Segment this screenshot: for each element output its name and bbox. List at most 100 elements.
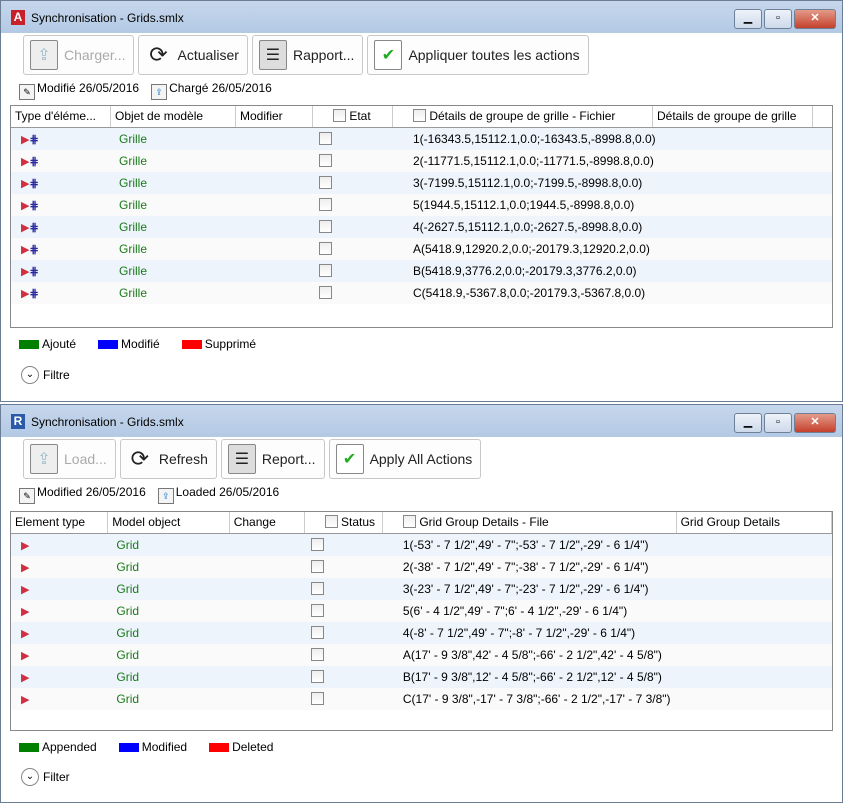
element-type-cell: ▶⋕	[11, 242, 111, 256]
minimize-button[interactable]: ▁	[734, 9, 762, 29]
load-button[interactable]: ⇪ Load...	[23, 439, 116, 479]
legend-label: Ajouté	[42, 337, 77, 351]
details-select-all-checkbox[interactable]	[413, 109, 426, 122]
filter-toggle[interactable]: ⌄ Filtre	[21, 366, 70, 384]
grid-icon: ⋕	[29, 288, 39, 300]
status-checkbox[interactable]	[319, 198, 332, 211]
table-row[interactable]: ▶ Grid A(17' - 9 3/8",42' - 4 5/8";-66' - …	[11, 644, 832, 666]
status-checkbox[interactable]	[310, 692, 324, 705]
status-checkbox[interactable]	[319, 264, 332, 277]
flag-icon: ▶	[21, 288, 30, 300]
title-bar[interactable]: R Synchronisation - Grids.smlx ▁ ▫ ✕	[1, 405, 842, 437]
table-row[interactable]: ▶ Grid 5(6' - 4 1/2",49' - 7";6' - 4 1/2",…	[11, 600, 832, 622]
legend-swatch	[181, 339, 202, 349]
details-file-cell: 5(1944.5,15112.1,0.0;1944.5,-8998.8,0.0)	[413, 198, 635, 212]
maximize-button[interactable]: ▫	[764, 413, 792, 433]
chevron-down-icon[interactable]: ⌄	[21, 768, 39, 786]
status-checkbox[interactable]	[310, 560, 324, 573]
col-element-type[interactable]: Type d'éléme...	[11, 106, 111, 127]
chevron-down-icon[interactable]: ⌄	[21, 366, 39, 384]
col-details[interactable]: Détails de groupe de grille	[653, 106, 813, 127]
table-row[interactable]: ▶⋕ Grille 4(-2627.5,15112.1,0.0;-2627.5,-8…	[11, 216, 832, 238]
refresh-button[interactable]: ⟳ Refresh	[119, 439, 217, 479]
table-row[interactable]: ▶ Grid 2(-38' - 7 1/2",49' - 7";-38' - 7 1…	[11, 556, 832, 578]
col-element-type[interactable]: Element type	[11, 512, 109, 533]
status-checkbox[interactable]	[319, 154, 332, 167]
table-row[interactable]: ▶⋕ Grille 1(-16343.5,15112.1,0.0;-16343.5,…	[11, 128, 832, 150]
apply-label: Apply All Actions	[369, 451, 473, 467]
col-change[interactable]: Change	[230, 512, 305, 533]
loaded-text: Loaded 26/05/2016	[175, 485, 280, 499]
table-row[interactable]: ▶⋕ Grille 5(1944.5,15112.1,0.0;1944.5,-899…	[11, 194, 832, 216]
col-status[interactable]: Status	[305, 512, 383, 533]
refresh-icon: ⟳	[149, 42, 168, 67]
flag-icon: ▶	[21, 584, 30, 596]
status-select-all-checkbox[interactable]	[324, 515, 338, 528]
apply-all-actions-button[interactable]: ✔ Appliquer toutes les actions	[367, 35, 589, 75]
status-checkbox[interactable]	[319, 176, 332, 189]
status-checkbox[interactable]	[310, 626, 324, 639]
close-button[interactable]: ✕	[794, 413, 836, 433]
load-button[interactable]: ⇪ Charger...	[23, 35, 135, 75]
table-row[interactable]: ▶ Grid B(17' - 9 3/8",12' - 4 5/8";-66' - …	[11, 666, 832, 688]
model-object-cell: Grid	[116, 626, 140, 640]
details-select-all-checkbox[interactable]	[402, 515, 416, 528]
flag-icon: ▶	[21, 134, 30, 146]
col-details-file-label: Grid Group Details - File	[419, 515, 549, 529]
status-checkbox[interactable]	[319, 286, 332, 299]
details-file-cell: 4(-2627.5,15112.1,0.0;-2627.5,-8998.8,0.…	[413, 220, 643, 234]
col-change[interactable]: Modifier	[236, 106, 313, 127]
status-checkbox[interactable]	[319, 242, 332, 255]
window-title: Synchronisation - Grids.smlx	[31, 11, 184, 25]
modified-icon: ✎	[19, 488, 35, 504]
status-checkbox[interactable]	[310, 538, 324, 551]
col-details[interactable]: Grid Group Details	[677, 512, 832, 533]
table-row[interactable]: ▶ Grid 4(-8' - 7 1/2",49' - 7";-8' - 7 1/2…	[11, 622, 832, 644]
sync-window-french: A Synchronisation - Grids.smlx ▁ ▫ ✕ ⇪ Ch…	[0, 0, 843, 402]
status-checkbox[interactable]	[319, 220, 332, 233]
flag-icon: ▶	[21, 672, 30, 684]
status-select-all-checkbox[interactable]	[333, 109, 346, 122]
table-row[interactable]: ▶⋕ Grille A(5418.9,12920.2,0.0;-20179.3,12…	[11, 238, 832, 260]
details-file-cell: 1(-16343.5,15112.1,0.0;-16343.5,-8998.8,…	[413, 132, 656, 146]
col-status[interactable]: Etat	[313, 106, 393, 127]
report-button[interactable]: ☰ Report...	[220, 439, 325, 479]
apply-all-actions-button[interactable]: ✔ Apply All Actions	[328, 439, 482, 479]
minimize-button[interactable]: ▁	[734, 413, 762, 433]
refresh-button[interactable]: ⟳ Actualiser	[138, 35, 248, 75]
table-row[interactable]: ▶⋕ Grille 3(-7199.5,15112.1,0.0;-7199.5,-8…	[11, 172, 832, 194]
table-row[interactable]: ▶ Grid 3(-23' - 7 1/2",49' - 7";-23' - 7 1…	[11, 578, 832, 600]
status-checkbox[interactable]	[310, 604, 324, 617]
col-details-file[interactable]: Grid Group Details - File	[383, 512, 677, 533]
table-row[interactable]: ▶⋕ Grille C(5418.9,-5367.8,0.0;-20179.3,-5…	[11, 282, 832, 304]
details-file-cell: C(17' - 9 3/8",-17' - 7 3/8";-66' - 2 1/…	[402, 692, 671, 706]
status-cell	[305, 670, 383, 684]
col-details-file[interactable]: Détails de groupe de grille - Fichier	[393, 106, 653, 127]
table-row[interactable]: ▶ Grid 1(-53' - 7 1/2",49' - 7";-53' - 7 1…	[11, 534, 832, 556]
table-row[interactable]: ▶ Grid C(17' - 9 3/8",-17' - 7 3/8";-66' -…	[11, 688, 832, 710]
filter-label: Filter	[43, 770, 70, 784]
legend-label: Modified	[141, 740, 188, 754]
col-model-object[interactable]: Objet de modèle	[111, 106, 236, 127]
details-file-cell: 2(-38' - 7 1/2",49' - 7";-38' - 7 1/2",-…	[402, 560, 649, 574]
table-row[interactable]: ▶⋕ Grille B(5418.9,3776.2,0.0;-20179.3,377…	[11, 260, 832, 282]
maximize-button[interactable]: ▫	[764, 9, 792, 29]
status-checkbox[interactable]	[310, 582, 324, 595]
app-logo-icon: A	[11, 10, 25, 25]
status-checkbox[interactable]	[310, 670, 324, 683]
details-file-cell: B(5418.9,3776.2,0.0;-20179.3,3776.2,0.0)	[413, 264, 637, 278]
element-type-cell: ▶	[11, 692, 108, 706]
status-checkbox[interactable]	[310, 648, 324, 661]
report-icon: ☰	[258, 40, 287, 70]
close-button[interactable]: ✕	[794, 9, 836, 29]
report-button[interactable]: ☰ Rapport...	[251, 35, 364, 75]
status-checkbox[interactable]	[319, 132, 332, 145]
table-row[interactable]: ▶⋕ Grille 2(-11771.5,15112.1,0.0;-11771.5,…	[11, 150, 832, 172]
filter-toggle[interactable]: ⌄ Filter	[21, 768, 70, 786]
title-bar[interactable]: A Synchronisation - Grids.smlx ▁ ▫ ✕	[1, 1, 842, 33]
col-model-object[interactable]: Model object	[108, 512, 230, 533]
status-cell	[313, 176, 393, 190]
model-object-cell: Grid	[116, 582, 140, 596]
legend-item: Ajouté	[19, 337, 76, 351]
loaded-icon: ⇪	[157, 488, 174, 504]
